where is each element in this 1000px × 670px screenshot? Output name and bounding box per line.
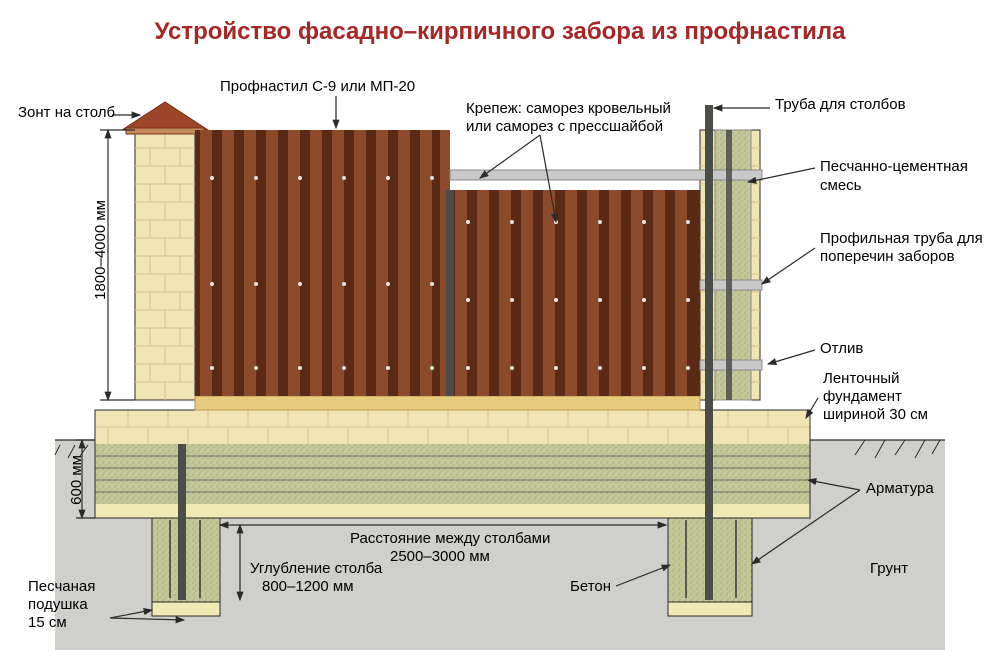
- label-peschanno: Песчанно-цементная смесь: [820, 158, 1000, 196]
- strip-foundation: [95, 410, 810, 518]
- profnastil-panel-1: [195, 130, 450, 396]
- label-pesch-2: подушка: [28, 596, 88, 615]
- label-krepezh-2: или саморез с прессшайбой: [466, 118, 663, 137]
- label-rasst-2: 2500–3000 мм: [390, 548, 490, 567]
- label-depth-dim: 600 мм: [68, 455, 87, 505]
- label-krepezh-1: Крепеж: саморез кровельный: [466, 100, 671, 119]
- label-uglub-1: Углубление столба: [250, 560, 382, 579]
- label-armatura: Арматура: [866, 480, 934, 499]
- label-rasst-1: Расстояние между столбами: [350, 530, 550, 549]
- label-height-dim: 1800–4000 мм: [92, 200, 111, 300]
- profnastil-panel-2: [450, 190, 700, 396]
- label-beton: Бетон: [570, 578, 611, 597]
- label-lentochnyi-1: Ленточный: [823, 370, 899, 389]
- label-lentochnyi-2: фундамент: [823, 388, 902, 407]
- label-prof-truba-2: поперечин заборов: [820, 248, 955, 267]
- label-pesch-1: Песчаная: [28, 578, 95, 597]
- label-uglub-2: 800–1200 мм: [262, 578, 354, 597]
- main-title: Устройство фасадно–кирпичного забора из …: [0, 18, 1000, 46]
- label-truba-stolb: Труба для столбов: [775, 96, 906, 115]
- label-otliv: Отлив: [820, 340, 863, 359]
- label-profnastil: Профнастил С-9 или МП-20: [220, 78, 415, 97]
- label-grunt: Грунт: [870, 560, 908, 579]
- label-prof-truba-1: Профильная труба для: [820, 230, 983, 249]
- diagram-canvas: Устройство фасадно–кирпичного забора из …: [0, 0, 1000, 670]
- label-pesch-3: 15 см: [28, 614, 67, 633]
- label-zont: Зонт на столб: [18, 104, 115, 123]
- otliv-strip: [195, 396, 700, 410]
- label-lentochnyi-3: шириной 30 см: [823, 406, 928, 425]
